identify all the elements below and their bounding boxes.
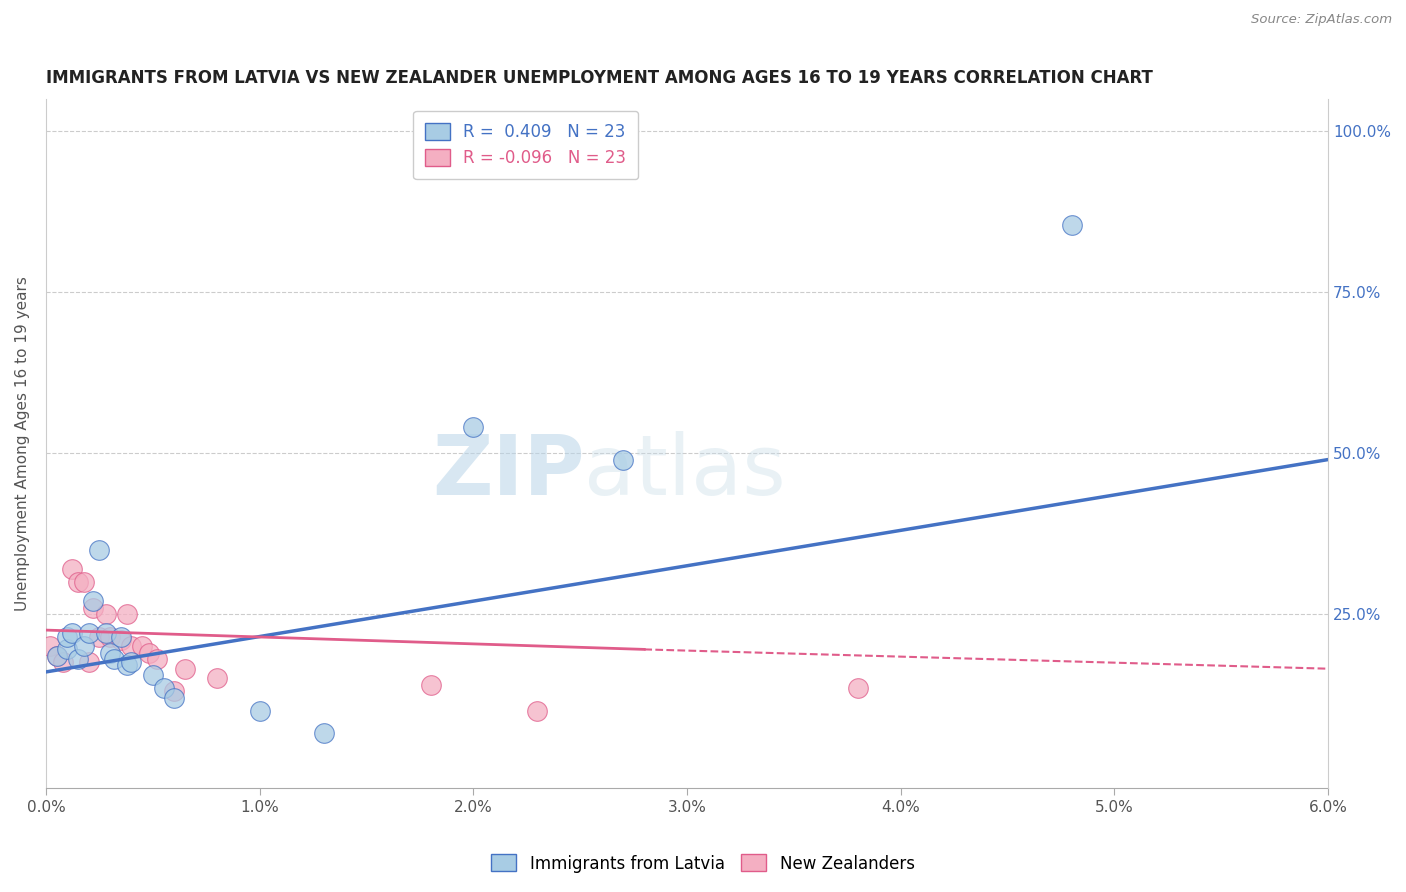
Point: [110, 630, 132, 644]
Point: [56, 642, 79, 657]
Text: atlas: atlas: [585, 431, 786, 511]
Point: [82, 594, 104, 608]
Point: [138, 646, 160, 660]
Legend: R =  0.409   N = 23, R = -0.096   N = 23: R = 0.409 N = 23, R = -0.096 N = 23: [413, 111, 638, 179]
Point: [98, 646, 121, 660]
Point: [77, 626, 100, 640]
Point: [249, 704, 271, 718]
Point: [103, 652, 125, 666]
Point: [45, 648, 67, 663]
Point: [94, 607, 117, 621]
Point: [66, 652, 89, 666]
Point: [120, 655, 142, 669]
Point: [94, 626, 117, 640]
Point: [56, 630, 79, 644]
Y-axis label: Unemployment Among Ages 16 to 19 years: Unemployment Among Ages 16 to 19 years: [15, 276, 30, 611]
Text: IMMIGRANTS FROM LATVIA VS NEW ZEALANDER UNEMPLOYMENT AMONG AGES 16 TO 19 YEARS C: IMMIGRANTS FROM LATVIA VS NEW ZEALANDER …: [46, 69, 1153, 87]
Point: [142, 668, 165, 682]
Point: [463, 420, 485, 434]
Point: [146, 652, 169, 666]
Point: [73, 574, 96, 589]
Point: [89, 542, 111, 557]
Point: [45, 648, 67, 663]
Point: [612, 452, 634, 467]
Point: [115, 607, 138, 621]
Point: [89, 630, 111, 644]
Point: [60, 626, 83, 640]
Point: [60, 562, 83, 576]
Point: [163, 690, 186, 705]
Point: [152, 681, 174, 695]
Point: [66, 574, 89, 589]
Point: [526, 704, 548, 718]
Point: [131, 639, 153, 653]
Point: [846, 681, 869, 695]
Point: [419, 678, 441, 692]
Point: [205, 671, 228, 685]
Point: [120, 639, 142, 653]
Point: [173, 662, 195, 676]
Legend: Immigrants from Latvia, New Zealanders: Immigrants from Latvia, New Zealanders: [485, 847, 921, 880]
Text: ZIP: ZIP: [432, 431, 585, 511]
Text: Source: ZipAtlas.com: Source: ZipAtlas.com: [1251, 13, 1392, 27]
Point: [312, 726, 335, 740]
Point: [110, 632, 132, 647]
Point: [82, 600, 104, 615]
Point: [115, 658, 138, 673]
Point: [98, 630, 121, 644]
Point: [73, 639, 96, 653]
Point: [163, 684, 186, 698]
Point: [52, 655, 75, 669]
Point: [39, 639, 62, 653]
Point: [77, 655, 100, 669]
Point: [1060, 218, 1083, 232]
